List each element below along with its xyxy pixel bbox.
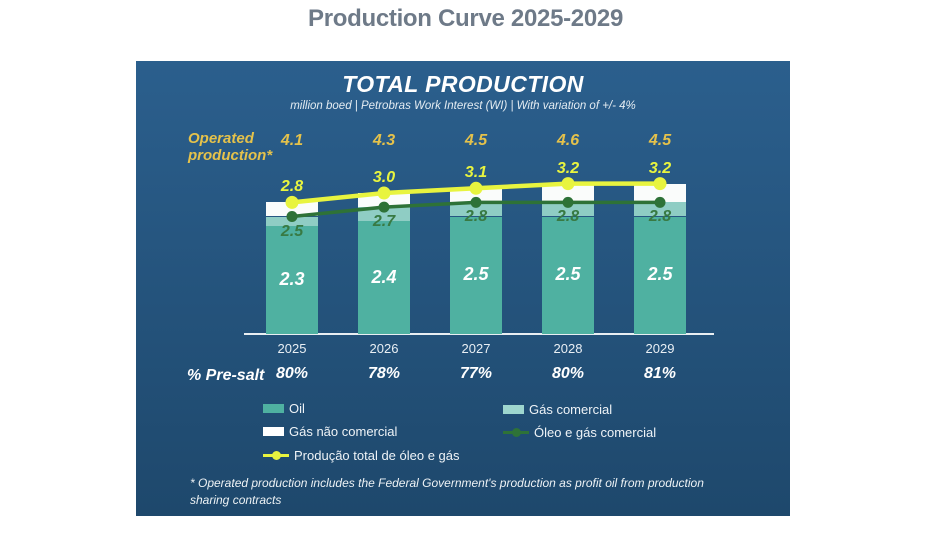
- legend-item-producao-total: Produção total de óleo e gás: [263, 448, 460, 463]
- legend-item-gas-comercial: Gás comercial: [503, 402, 612, 417]
- legend-item-oleo-gas-comercial: Óleo e gás comercial: [503, 425, 656, 440]
- bar-segment-gas-nao-comercial: [542, 183, 594, 203]
- operated-value: 4.5: [648, 132, 672, 149]
- legend-label: Produção total de óleo e gás: [294, 448, 460, 463]
- total-value: 2.8: [280, 178, 304, 196]
- total-value: 3.1: [464, 164, 488, 182]
- bar-segment-oil: [358, 221, 410, 334]
- oil-value: 2.4: [371, 266, 397, 287]
- bar-segment-gas-nao-comercial: [450, 188, 502, 203]
- oil-value: 2.5: [555, 264, 581, 285]
- bar-segment-oil: [266, 225, 318, 334]
- chart-area: 4.1 2.8 2.5 2.3 2025 80% 4.3 3.0 2.7 2.4 2026 78% 4.…: [136, 61, 790, 516]
- total-value: 3.2: [648, 159, 672, 177]
- legend-label: Oil: [289, 401, 305, 416]
- presalt-value: 80%: [275, 365, 309, 382]
- operated-value: 4.6: [556, 132, 580, 149]
- chart-subtitle: million boed | Petrobras Work Interest (…: [290, 100, 636, 112]
- gas-comercial-swatch-icon: [503, 405, 524, 414]
- legend-item-oil: Oil: [263, 401, 305, 416]
- bar-segment-oil: [634, 216, 686, 334]
- operated-production-label: Operated production*: [188, 130, 273, 165]
- oil-gas-line-swatch-icon: [503, 427, 529, 438]
- page-title: Production Curve 2025-2029: [308, 5, 623, 32]
- operated-value: 4.5: [464, 132, 488, 149]
- legend-label: Óleo e gás comercial: [534, 425, 657, 440]
- footnote: * Operated production includes the Feder…: [190, 476, 704, 508]
- oil-value: 2.3: [279, 268, 305, 289]
- oilgas-value: 2.8: [464, 208, 488, 226]
- presalt-row-label: % Pre-salt: [187, 367, 265, 384]
- bar-segment-oil: [450, 216, 502, 334]
- year-label: 2027: [461, 341, 491, 356]
- gas-nao-comercial-swatch-icon: [263, 427, 284, 436]
- year-label: 2029: [645, 341, 675, 356]
- bar-segment-gas-nao-comercial: [634, 183, 686, 203]
- oilgas-value: 2.8: [556, 208, 580, 226]
- legend-label: Gás comercial: [529, 402, 613, 417]
- presalt-value: 80%: [551, 365, 585, 382]
- year-label: 2026: [369, 341, 399, 356]
- presalt-value: 78%: [367, 365, 401, 382]
- legend-dot-icon: [271, 451, 281, 460]
- total-value: 3.2: [556, 159, 580, 177]
- legend-item-gas-nao-comercial: Gás não comercial: [263, 424, 397, 439]
- legend-dot-icon: [511, 428, 521, 437]
- operated-value: 4.1: [280, 132, 304, 149]
- bar-segment-gas-nao-comercial: [358, 193, 410, 208]
- chart-panel: TOTAL PRODUCTION million boed | Petrobra…: [136, 61, 790, 516]
- total-value: 3.0: [372, 169, 396, 186]
- oilgas-value: 2.5: [280, 222, 304, 240]
- x-axis-line: [244, 333, 714, 335]
- bar-segment-oil: [542, 216, 594, 334]
- total-line-swatch-icon: [263, 450, 289, 461]
- presalt-value: 81%: [643, 365, 677, 382]
- year-label: 2025: [277, 341, 307, 356]
- chart-title: TOTAL PRODUCTION: [342, 71, 584, 97]
- oil-value: 2.5: [463, 264, 489, 285]
- operated-value: 4.3: [372, 132, 396, 149]
- oilgas-value: 2.7: [372, 213, 396, 231]
- bar-segment-gas-nao-comercial: [266, 202, 318, 217]
- oil-swatch-icon: [263, 404, 284, 413]
- legend-label: Gás não comercial: [289, 424, 398, 439]
- year-label: 2028: [553, 341, 583, 356]
- presalt-value: 77%: [459, 365, 493, 382]
- oilgas-value: 2.8: [648, 208, 672, 226]
- oil-value: 2.5: [647, 264, 673, 285]
